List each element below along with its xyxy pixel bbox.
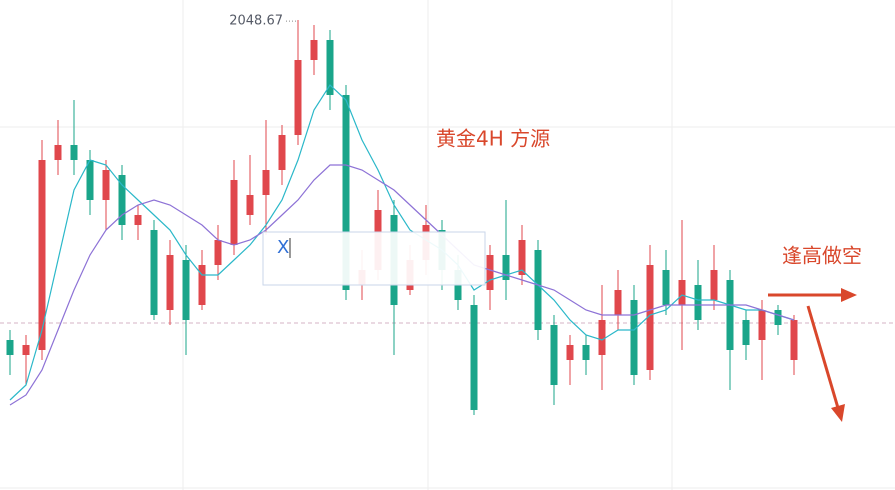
moving-average	[9, 84, 795, 401]
candle-body	[486, 255, 494, 290]
candle-body	[150, 230, 158, 315]
candle-body	[38, 160, 46, 350]
candle-body	[550, 325, 558, 385]
candle-body	[694, 285, 702, 320]
candle-body	[534, 250, 542, 330]
chart-title: 黄金4H 方源	[436, 127, 550, 151]
candle-body	[326, 40, 334, 95]
arrows	[768, 288, 857, 422]
candle-body	[118, 175, 126, 225]
candle-body	[518, 240, 526, 275]
candle-body	[86, 160, 94, 200]
candle-body	[662, 270, 670, 305]
plot-area	[0, 20, 895, 415]
candle-body	[502, 255, 510, 280]
candle-body	[246, 195, 254, 215]
arrow-head	[831, 404, 845, 422]
candle-body	[566, 345, 574, 360]
input-text[interactable]: X	[277, 237, 289, 258]
candle-body	[262, 170, 270, 195]
candle-body	[230, 180, 238, 245]
candle-body	[102, 170, 110, 200]
candle-body	[470, 305, 478, 410]
candle-body	[182, 260, 190, 320]
candle-body	[342, 95, 350, 290]
arrow	[806, 305, 840, 409]
candle-body	[6, 340, 14, 355]
candle-body	[294, 60, 302, 135]
candle-body	[22, 345, 30, 355]
candle-body	[214, 240, 222, 265]
annotation: 逢高做空	[782, 244, 862, 268]
candle-body	[726, 280, 734, 350]
candle-body	[598, 320, 606, 355]
candle-body	[310, 40, 318, 60]
candle-body	[774, 310, 782, 325]
candle-body	[790, 320, 798, 360]
candle-body	[70, 145, 78, 160]
candle-body	[54, 145, 62, 160]
candle-body	[278, 135, 286, 170]
max-label: 2048.67	[229, 14, 283, 29]
candle-body	[134, 215, 142, 225]
candle-body	[710, 270, 718, 300]
candle-body	[758, 310, 766, 340]
candle-body	[582, 345, 590, 360]
candle-body	[630, 300, 638, 375]
candle-body	[742, 320, 750, 345]
candle-body	[166, 255, 174, 310]
candle-body	[646, 265, 654, 370]
candle-body	[614, 290, 622, 315]
arrow-head	[841, 288, 857, 302]
input-box[interactable]	[262, 231, 486, 286]
candle-body	[198, 265, 206, 305]
moving-average	[9, 164, 795, 406]
candle-body	[678, 280, 686, 305]
